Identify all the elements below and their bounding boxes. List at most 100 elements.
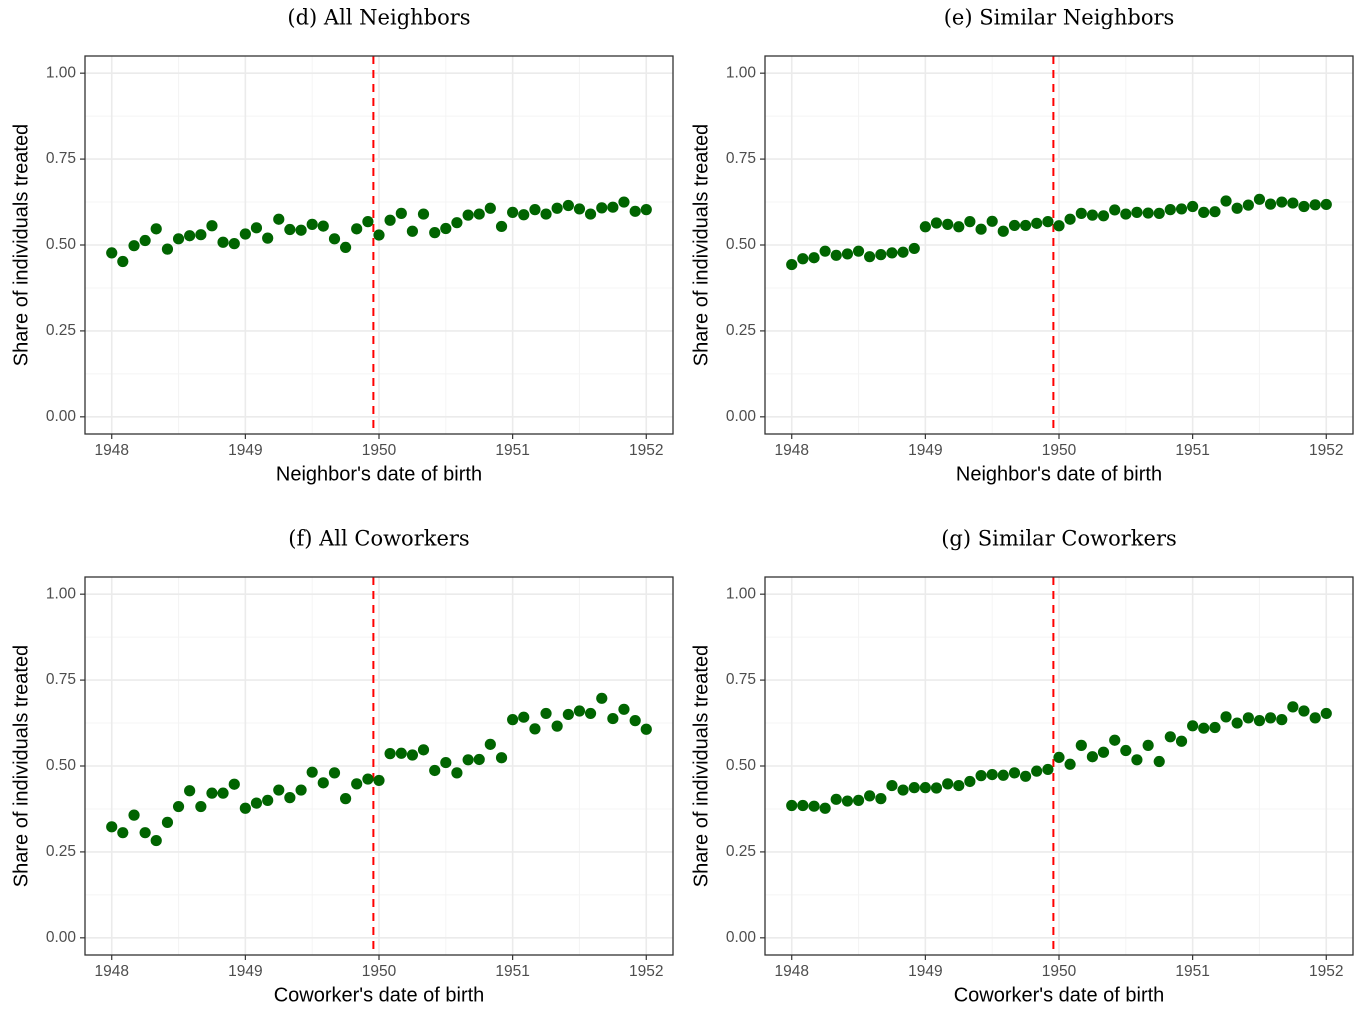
- y-axis-title: Share of individuals treated: [690, 124, 712, 366]
- data-point: [417, 208, 430, 220]
- data-point: [1276, 714, 1288, 726]
- data-point: [429, 227, 441, 239]
- data-point: [529, 723, 541, 735]
- data-point: [139, 827, 151, 839]
- data-point: [808, 800, 820, 812]
- data-point: [1131, 206, 1143, 218]
- data-point: [239, 802, 251, 814]
- data-point: [930, 782, 943, 794]
- data-point: [618, 196, 630, 208]
- data-point: [284, 792, 296, 804]
- data-point: [161, 816, 174, 828]
- data-point: [195, 229, 207, 241]
- data-point: [250, 797, 263, 809]
- chart-panel: (g) Similar Coworkers 1948 1949 1950 1951 195…: [690, 527, 1354, 1006]
- data-point: [819, 245, 831, 257]
- data-point: [518, 209, 530, 221]
- data-point: [808, 252, 820, 264]
- data-point: [228, 238, 240, 250]
- data-point: [451, 217, 463, 229]
- data-point: [339, 793, 352, 805]
- data-point: [172, 800, 185, 813]
- data-point: [1209, 721, 1221, 734]
- x-tick-label: 1950: [1042, 963, 1077, 980]
- data-point: [518, 711, 530, 723]
- y-axis-title: Share of individuals treated: [10, 124, 32, 366]
- data-point: [1253, 193, 1266, 205]
- data-point: [830, 793, 842, 805]
- data-point: [473, 208, 485, 220]
- data-point: [429, 764, 441, 777]
- data-point: [262, 232, 274, 244]
- data-point: [1231, 717, 1243, 729]
- data-point: [1064, 758, 1076, 770]
- data-point: [1231, 202, 1243, 214]
- data-point: [573, 705, 586, 717]
- data-point: [317, 777, 329, 789]
- data-point: [1109, 734, 1121, 746]
- data-point: [473, 753, 485, 766]
- data-point: [864, 251, 876, 263]
- data-point: [852, 245, 865, 257]
- chart-panel: (d) All Neighbors 1948 1949 1950 1951 1952 0.0…: [10, 6, 674, 485]
- data-point: [573, 203, 586, 215]
- data-point: [206, 787, 218, 799]
- data-point: [1209, 206, 1221, 218]
- data-point: [1042, 216, 1054, 228]
- data-point: [1253, 715, 1266, 727]
- x-tick-label: 1952: [629, 442, 663, 459]
- y-tick-label: 0.75: [46, 150, 76, 167]
- data-point: [1053, 220, 1065, 232]
- data-point: [1131, 754, 1143, 766]
- data-point: [373, 229, 385, 241]
- data-point: [562, 708, 574, 721]
- x-axis-title: Coworker's date of birth: [274, 984, 485, 1006]
- data-point: [1075, 207, 1087, 219]
- y-tick-label: 1.00: [726, 585, 757, 602]
- x-tick-label: 1951: [495, 442, 529, 459]
- data-point: [1053, 751, 1065, 764]
- data-point: [908, 242, 920, 255]
- data-point: [1198, 206, 1210, 218]
- data-point: [328, 767, 341, 779]
- data-point: [551, 202, 563, 214]
- data-point: [184, 785, 196, 797]
- data-point: [295, 784, 307, 796]
- data-point: [797, 253, 809, 265]
- data-point: [540, 208, 552, 220]
- data-point: [462, 754, 474, 766]
- data-point: [841, 248, 854, 260]
- data-point: [128, 809, 140, 821]
- data-point: [1153, 755, 1165, 768]
- data-point: [1320, 707, 1332, 720]
- data-point: [551, 720, 563, 732]
- data-point: [239, 228, 251, 240]
- data-point: [540, 707, 552, 720]
- x-axis-title: Neighbor's date of birth: [276, 463, 482, 485]
- data-point: [228, 778, 240, 790]
- data-point: [852, 794, 865, 806]
- data-point: [1242, 712, 1254, 724]
- data-point: [1109, 204, 1121, 216]
- y-tick-label: 0.25: [726, 843, 756, 860]
- data-point: [306, 218, 318, 230]
- y-tick-label: 0.75: [726, 671, 756, 688]
- data-point: [607, 712, 619, 725]
- data-point: [1276, 196, 1288, 208]
- data-point: [1142, 739, 1154, 751]
- y-tick-label: 1.00: [726, 64, 757, 81]
- data-point: [507, 714, 519, 726]
- x-tick-label: 1949: [228, 963, 262, 980]
- panel-title: (f) All Coworkers: [288, 527, 469, 551]
- data-point: [919, 782, 931, 794]
- data-point: [964, 775, 976, 788]
- data-point: [440, 756, 452, 769]
- x-tick-label: 1951: [1175, 963, 1209, 980]
- data-point: [1164, 204, 1176, 216]
- chart-panel: (f) All Coworkers 1948 1949 1950 1951 1952 0.0…: [10, 527, 674, 1006]
- data-point: [1198, 722, 1210, 734]
- data-point: [886, 779, 898, 792]
- y-tick-label: 0.00: [726, 408, 757, 425]
- data-point: [786, 258, 798, 271]
